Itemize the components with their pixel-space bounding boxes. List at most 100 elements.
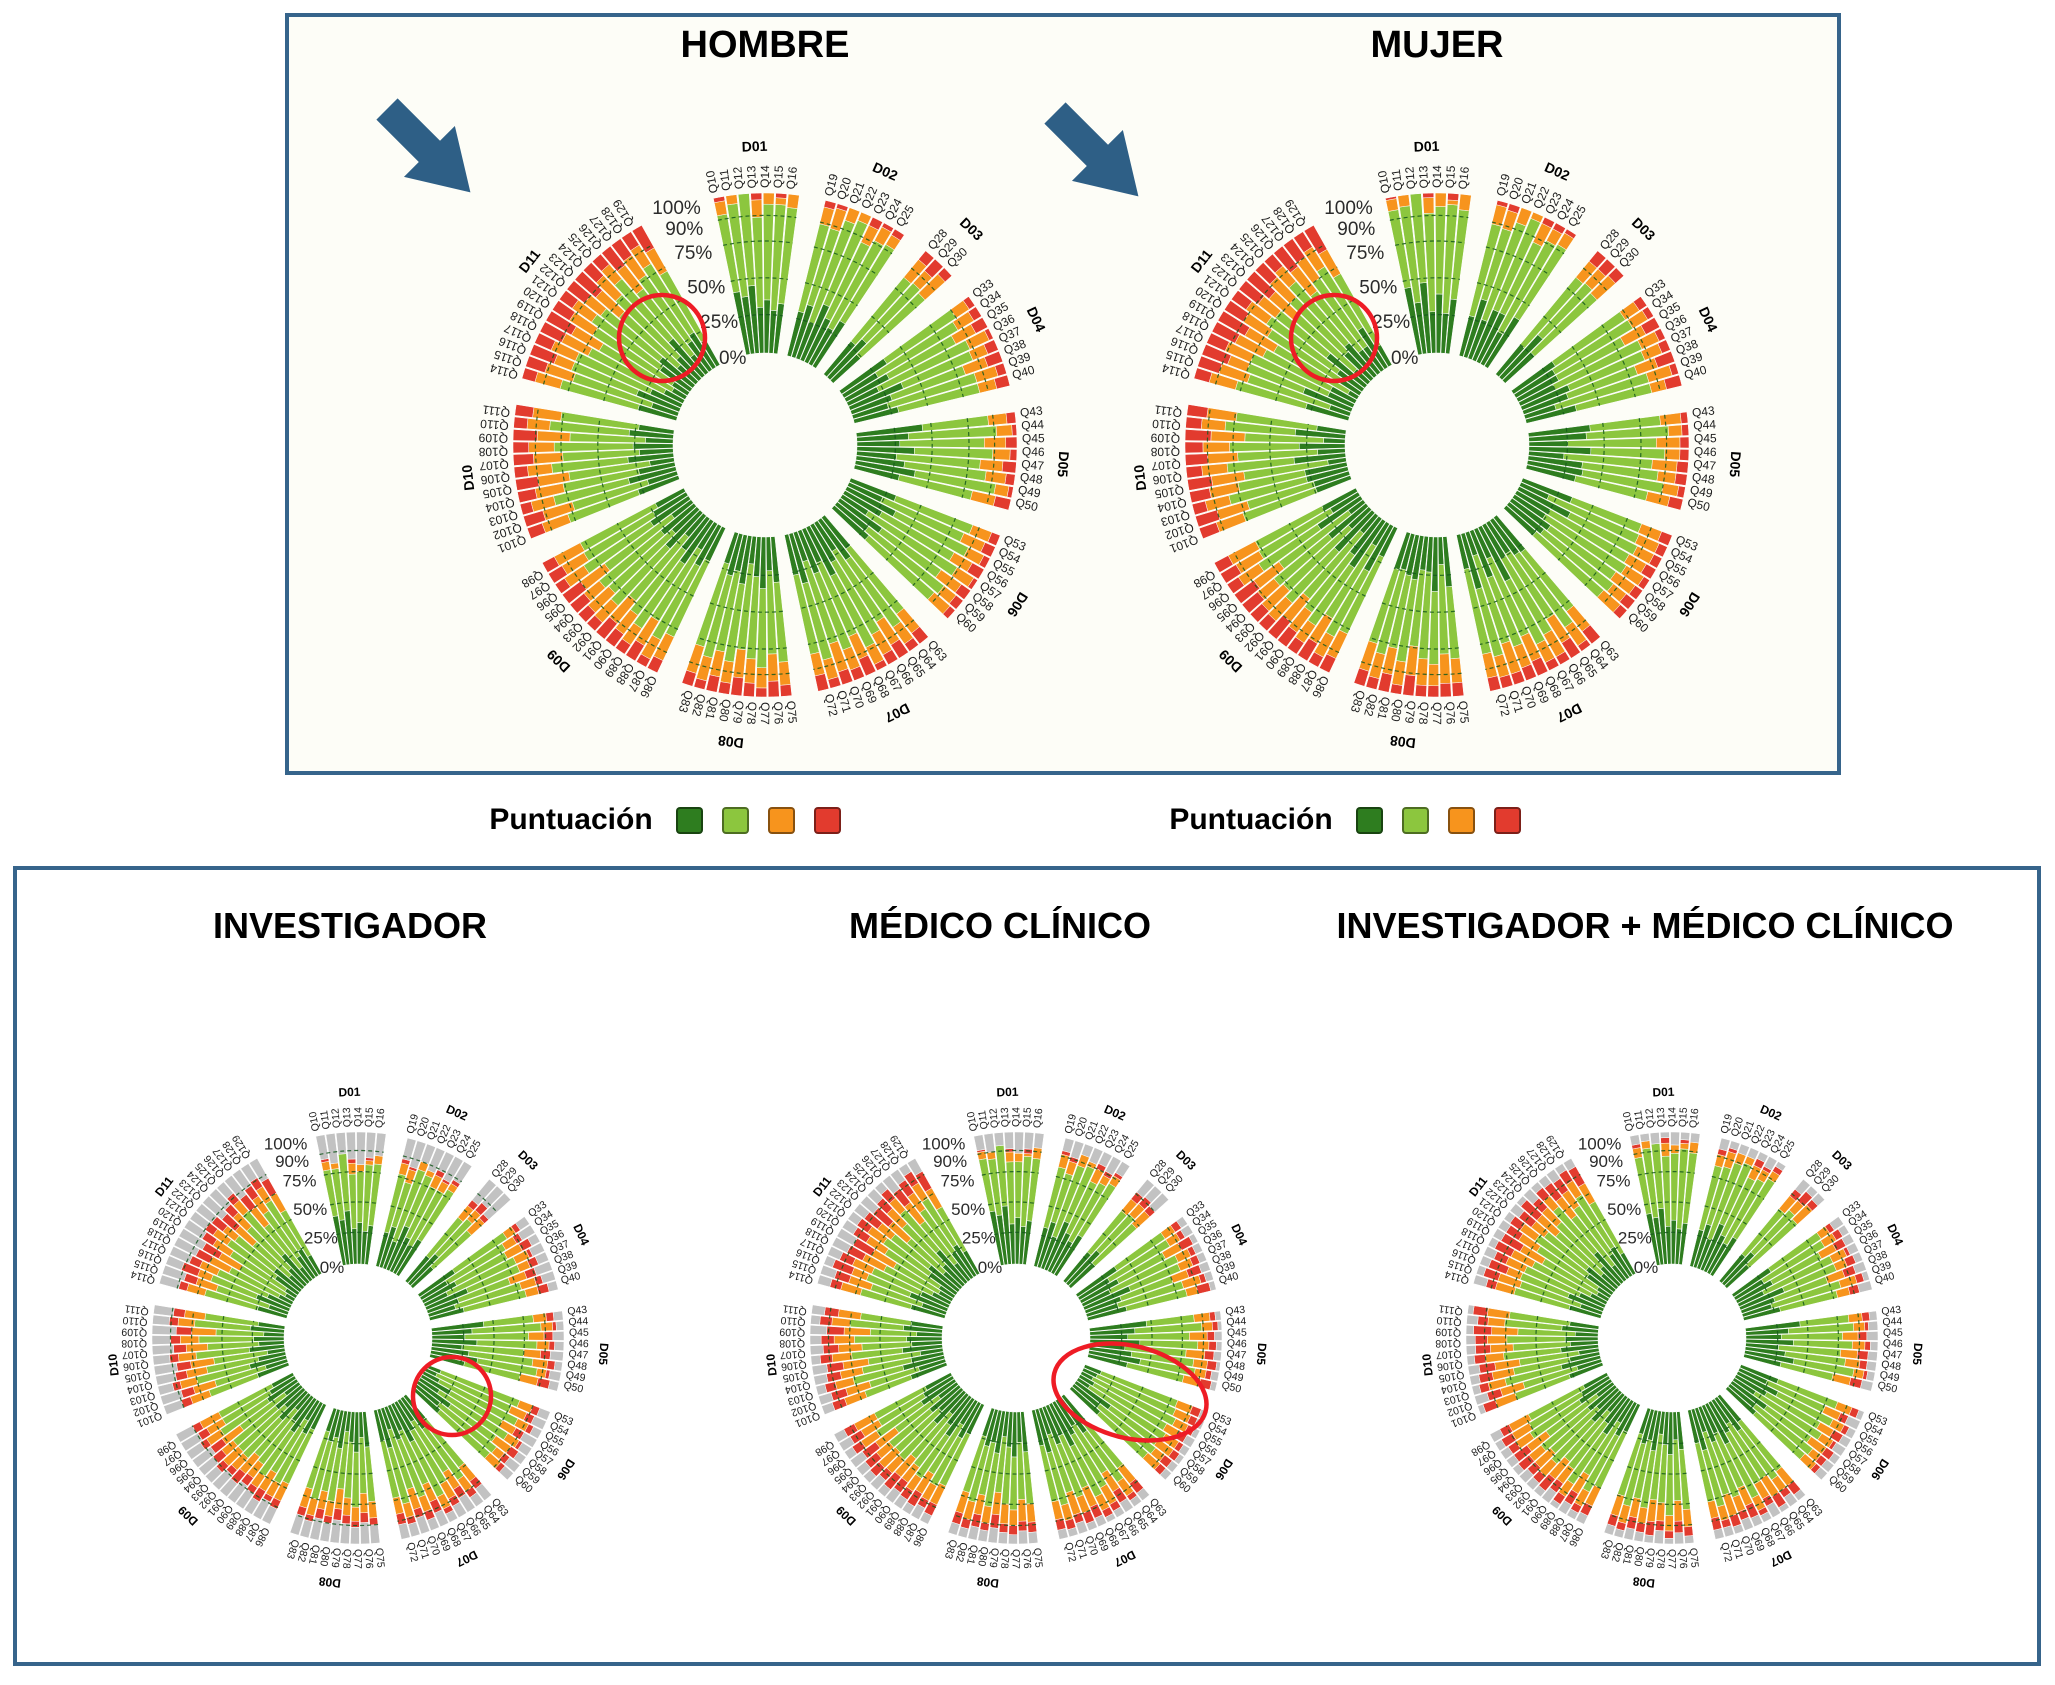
svg-text:50%: 50% (1359, 278, 1397, 299)
svg-text:Q46: Q46 (569, 1337, 589, 1350)
svg-text:Q75: Q75 (784, 700, 800, 724)
svg-text:Q11: Q11 (1632, 1109, 1646, 1130)
svg-text:0%: 0% (1634, 1258, 1659, 1277)
svg-text:D02: D02 (1102, 1102, 1128, 1124)
svg-text:Q16: Q16 (1031, 1107, 1045, 1128)
svg-text:D01: D01 (1652, 1085, 1675, 1100)
svg-text:Q49: Q49 (1017, 483, 1042, 501)
svg-text:75%: 75% (1596, 1172, 1630, 1191)
svg-text:Q104: Q104 (1440, 1379, 1468, 1396)
svg-text:Q82: Q82 (295, 1541, 312, 1563)
svg-text:D06: D06 (1868, 1456, 1892, 1482)
svg-text:Q80: Q80 (1388, 698, 1406, 723)
svg-text:Q45: Q45 (1227, 1327, 1247, 1339)
stacked-bars (151, 1131, 565, 1545)
svg-text:Q105: Q105 (1438, 1369, 1465, 1385)
svg-text:Q40: Q40 (1218, 1270, 1240, 1287)
score-legend-hombre: Puntuación (450, 800, 880, 840)
percent-axis-labels: 100%90%75%50%25%0% (1578, 1135, 1658, 1278)
svg-text:Q20: Q20 (834, 175, 854, 201)
svg-text:Q44: Q44 (1693, 417, 1717, 432)
percent-axis-labels: 100%90%75%50%25%0% (264, 1135, 344, 1278)
svg-text:Q108: Q108 (121, 1337, 147, 1349)
svg-text:Q39: Q39 (556, 1259, 579, 1277)
svg-text:Q72: Q72 (404, 1541, 420, 1563)
svg-text:Q106: Q106 (1436, 1358, 1463, 1373)
investigador-title: INVESTIGADOR (212, 905, 488, 946)
svg-text:Q104: Q104 (126, 1379, 154, 1396)
svg-text:D08: D08 (318, 1574, 342, 1590)
svg-text:Q50: Q50 (1686, 495, 1712, 514)
svg-text:Q14: Q14 (1010, 1107, 1022, 1127)
svg-text:Q109: Q109 (1435, 1326, 1461, 1339)
svg-text:100%: 100% (264, 1135, 307, 1154)
svg-text:Q15: Q15 (1021, 1107, 1034, 1128)
svg-text:Q43: Q43 (567, 1304, 588, 1318)
svg-text:Q43: Q43 (1881, 1304, 1902, 1318)
svg-text:Q39: Q39 (1870, 1259, 1893, 1277)
svg-text:Q44: Q44 (1226, 1315, 1247, 1328)
svg-text:D04: D04 (1228, 1222, 1250, 1248)
svg-text:Q71: Q71 (1072, 1538, 1089, 1561)
svg-text:Q16: Q16 (373, 1107, 387, 1128)
svg-text:Q71: Q71 (414, 1538, 431, 1561)
svg-text:Q79: Q79 (730, 700, 747, 724)
svg-text:Q50: Q50 (1014, 495, 1040, 514)
svg-text:Q19: Q19 (1718, 1113, 1735, 1135)
svg-text:Q14: Q14 (352, 1107, 364, 1127)
svg-text:Q13: Q13 (1416, 165, 1431, 188)
svg-text:Q19: Q19 (1493, 172, 1513, 198)
svg-text:Q14: Q14 (1666, 1107, 1678, 1127)
svg-text:Q48: Q48 (1019, 470, 1044, 487)
svg-text:0%: 0% (719, 348, 747, 369)
svg-text:Q105: Q105 (124, 1369, 151, 1385)
legend-swatch-dark-green (1355, 806, 1383, 834)
svg-text:Q111: Q111 (124, 1302, 150, 1317)
svg-text:Q77: Q77 (758, 702, 772, 725)
svg-text:Q110: Q110 (479, 416, 509, 433)
svg-text:Q15: Q15 (1443, 165, 1458, 189)
svg-text:Q47: Q47 (1021, 457, 1045, 473)
svg-text:100%: 100% (1324, 198, 1373, 219)
svg-text:Q40: Q40 (560, 1270, 582, 1287)
legend-swatch-orange (1447, 806, 1475, 834)
svg-text:Q39: Q39 (1214, 1259, 1237, 1277)
percent-gridlines (1483, 1149, 1861, 1527)
svg-text:Q39: Q39 (1006, 349, 1032, 369)
svg-text:Q48: Q48 (1691, 470, 1716, 487)
svg-text:Q47: Q47 (1693, 457, 1717, 473)
stacked-bars (809, 1131, 1223, 1545)
svg-text:Q72: Q72 (1494, 692, 1513, 718)
svg-text:90%: 90% (1337, 219, 1375, 240)
svg-text:Q12: Q12 (730, 166, 746, 190)
svg-text:Q19: Q19 (821, 172, 841, 198)
svg-text:Q111: Q111 (1438, 1302, 1464, 1317)
svg-text:0%: 0% (1391, 348, 1419, 369)
svg-text:Q109: Q109 (478, 431, 508, 446)
svg-text:Q76: Q76 (1443, 701, 1458, 724)
svg-text:D03: D03 (957, 214, 987, 243)
svg-text:D06: D06 (1212, 1456, 1236, 1482)
svg-text:Q110: Q110 (1436, 1314, 1462, 1328)
svg-text:Q10: Q10 (307, 1110, 322, 1132)
percent-axis-labels: 100%90%75%50%25%0% (652, 198, 746, 369)
svg-text:Q76: Q76 (1020, 1549, 1033, 1569)
svg-text:D09: D09 (543, 646, 573, 675)
svg-text:D03: D03 (1629, 214, 1659, 243)
svg-text:Q16: Q16 (1455, 166, 1472, 190)
svg-text:Q14: Q14 (1430, 165, 1444, 188)
stacked-bars (1465, 1131, 1879, 1545)
svg-text:Q78: Q78 (998, 1548, 1011, 1569)
svg-text:Q13: Q13 (999, 1107, 1012, 1127)
svg-text:D02: D02 (1542, 159, 1572, 184)
svg-text:100%: 100% (652, 198, 701, 219)
svg-text:D04: D04 (1024, 304, 1049, 334)
svg-text:Q106: Q106 (122, 1358, 149, 1373)
hombre-title: HOMBRE (680, 24, 850, 66)
medico-clinico-title: MÉDICO CLÍNICO (849, 905, 1151, 946)
svg-text:D10: D10 (1419, 1353, 1435, 1377)
